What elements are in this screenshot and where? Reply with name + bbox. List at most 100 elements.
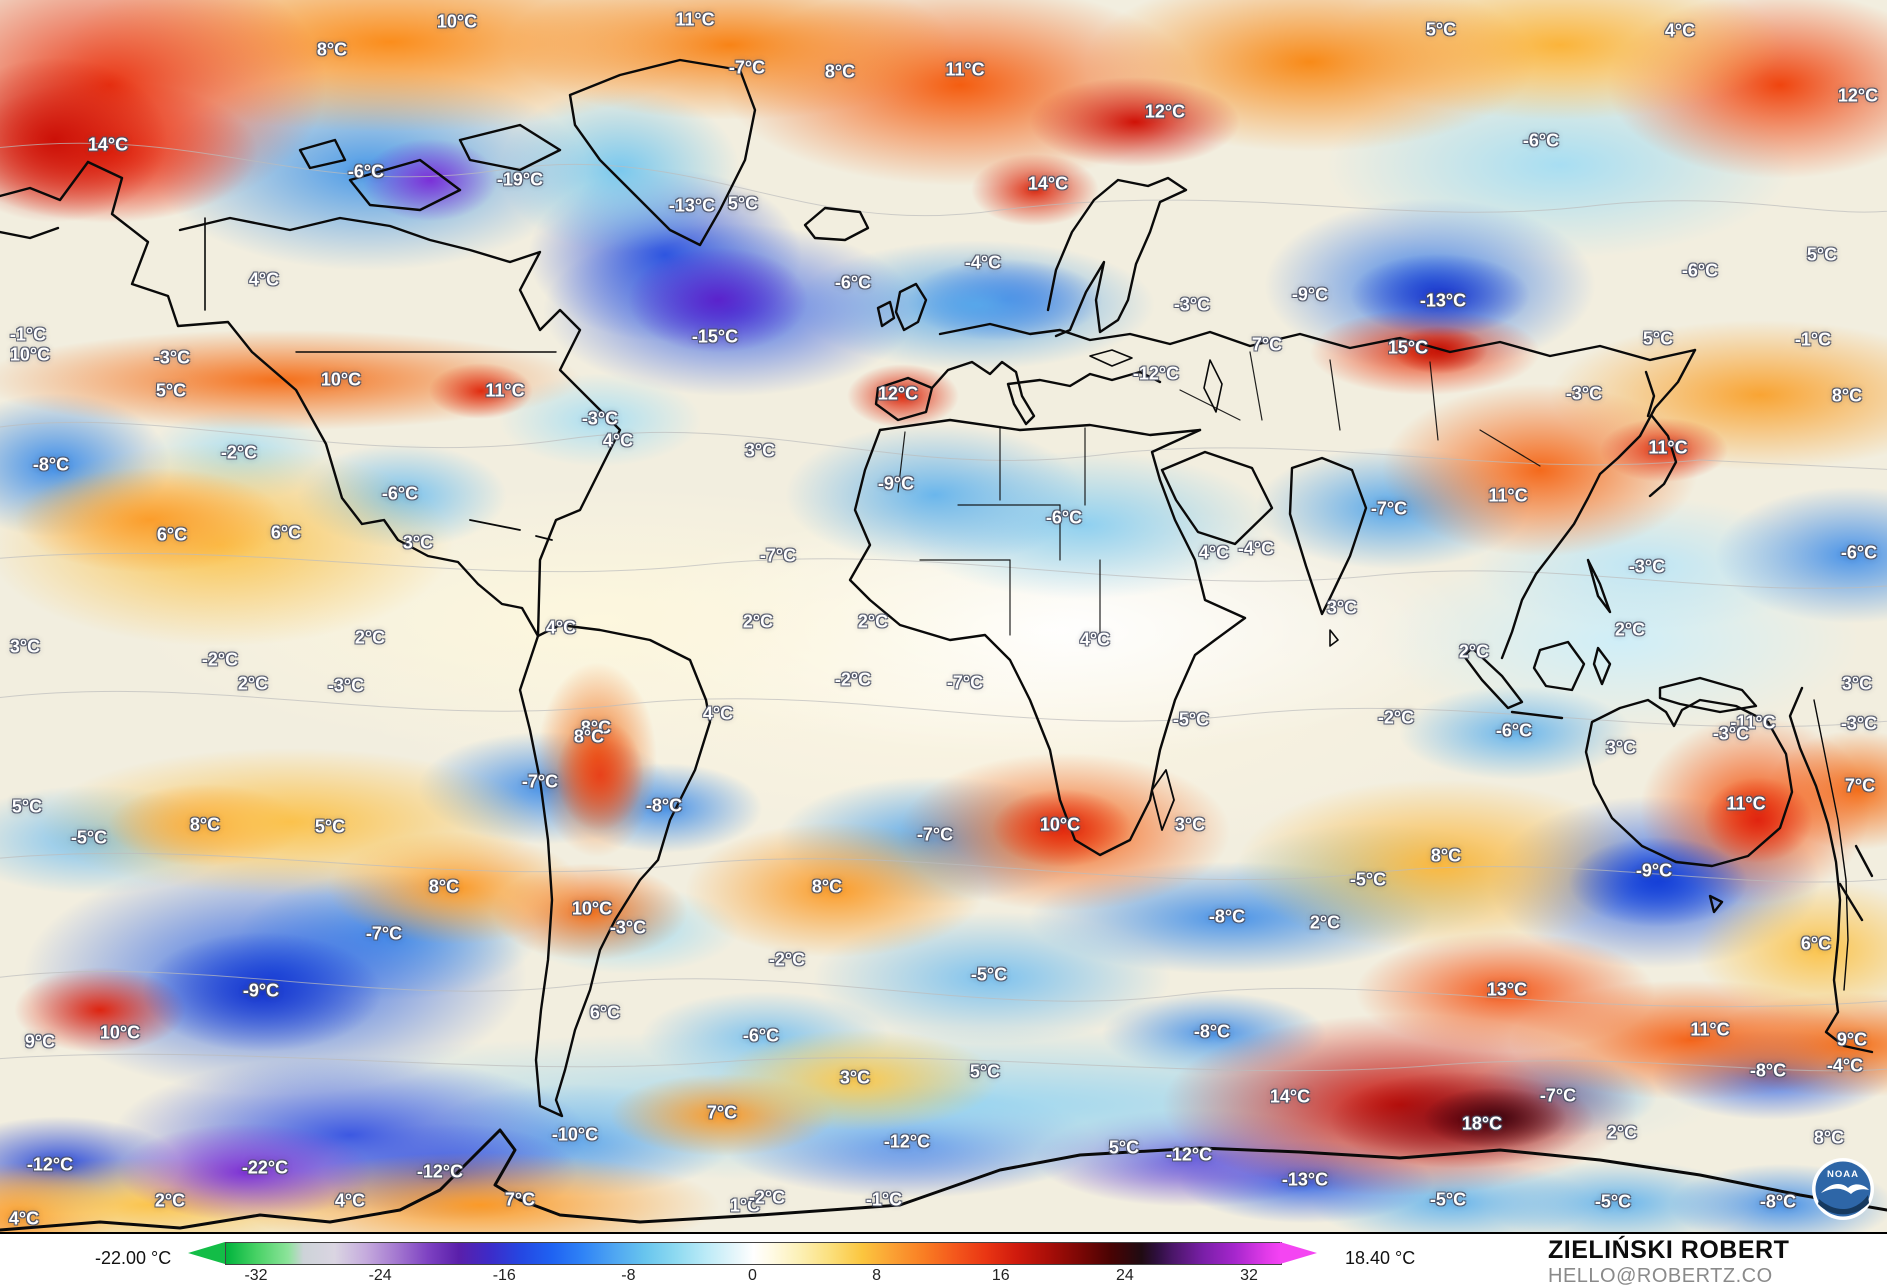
temperature-label: -13°C [1281,1169,1329,1190]
temperature-label: 8°C [428,876,460,897]
temperature-label: 2°C [1458,641,1490,662]
temperature-label: 4°C [702,703,734,724]
temperature-label: -6°C [742,1025,780,1046]
temperature-label: 10°C [1039,814,1081,835]
temperature-label: 2°C [237,673,269,694]
temperature-label: 8°C [1430,845,1462,866]
temperature-label: -15°C [691,326,739,347]
temperature-label: -7°C [916,824,954,845]
temperature-label: 3°C [744,440,776,461]
temperature-label: 10°C [99,1022,141,1043]
coastlines-overlay [0,58,1887,1232]
temperature-label: -22°C [241,1157,289,1178]
temperature-label: 2°C [354,627,386,648]
temperature-label: -2°C [1377,707,1415,728]
temperature-label: 5°C [969,1061,1001,1082]
temperature-label: -7°C [1539,1085,1577,1106]
temperature-label: -6°C [1045,507,1083,528]
temperature-label: -6°C [347,161,385,182]
temperature-label: 6°C [156,524,188,545]
temperature-label: -2°C [220,442,258,463]
author-name: ZIELIŃSKI ROBERT [1548,1236,1790,1264]
temperature-label: 6°C [270,522,302,543]
temperature-label: 4°C [602,430,634,451]
temperature-label: 15°C [1387,337,1429,358]
temperature-label: 3°C [1326,597,1358,618]
temperature-label: 11°C [1726,793,1766,814]
temperature-label: -3°C [1712,723,1750,744]
temperature-label: 5°C [1806,244,1838,265]
temperature-label: -6°C [1495,720,1533,741]
temperature-label: -1°C [1794,329,1832,350]
temperature-label: 12°C [1837,85,1879,106]
temperature-label: -13°C [1419,290,1467,311]
temperature-label: 14°C [1027,173,1069,194]
temperature-label: 2°C [1309,912,1341,933]
temperature-label: -3°C [581,408,619,429]
temperature-label: 18°C [1461,1113,1503,1134]
temperature-label: -6°C [1522,130,1560,151]
temperature-label: -2°C [768,949,806,970]
temperature-label: -12°C [883,1131,931,1152]
temperature-label: 6°C [589,1002,621,1023]
temperature-label: -2°C [201,649,239,670]
temperature-label: -3°C [1173,294,1211,315]
temperature-label: 5°C [155,380,187,401]
temperature-label: -7°C [759,545,797,566]
scale-tick-label: -32 [244,1267,268,1284]
temperature-label: -5°C [1429,1189,1467,1210]
temperature-label: -9°C [877,473,915,494]
temperature-label: 5°C [727,193,759,214]
temperature-label: -13°C [668,195,716,216]
temperature-label: 8°C [1831,385,1863,406]
temperature-label: -9°C [1635,860,1673,881]
legend-bar: -22.00 °C -32 -24 -16 -8 0 8 16 24 32 18.40 °C Z… [0,1234,1887,1287]
temperature-label: -8°C [1759,1191,1797,1212]
noaa-logo: NOAA [1812,1158,1874,1220]
temperature-label: -9°C [242,980,280,1001]
temperature-label: -8°C [32,454,70,475]
temperature-label: 7°C [1844,775,1876,796]
color-scale-gradient [225,1242,1282,1265]
temperature-label: -5°C [970,964,1008,985]
temperature-label: 4°C [545,617,577,638]
temperature-label: 3°C [9,636,41,657]
temperature-label: 5°C [314,816,346,837]
temperature-label: -19°C [496,169,544,190]
temperature-label: -1°C [865,1189,903,1210]
scale-tick-label: 0 [748,1267,757,1284]
temperature-label: -8°C [645,795,683,816]
scale-min-label: -22.00 °C [95,1248,172,1268]
temperature-label: -7°C [946,672,984,693]
temperature-label: 2°C [857,611,889,632]
temperature-label: 4°C [248,269,280,290]
temperature-label: 11°C [675,9,715,30]
temperature-label: -7°C [521,771,559,792]
temperature-label: 5°C [1642,328,1674,349]
temperature-label: 3°C [839,1067,871,1088]
scale-tick-label: 16 [991,1267,1010,1284]
temperature-label: 11°C [1648,437,1688,458]
temperature-label: -8°C [1193,1021,1231,1042]
temperature-label: -5°C [70,827,108,848]
temperature-label: -2°C [748,1187,786,1208]
temperature-label: -12°C [1165,1144,1213,1165]
color-scale: -32 -24 -16 -8 0 8 16 24 32 [188,1242,1317,1284]
temperature-label: 1°C [729,1195,761,1216]
temperature-label: -1°C [9,324,47,345]
temperature-label: -11°C [1730,712,1776,733]
temperature-label: 11°C [485,380,525,401]
temperature-label: 14°C [1269,1086,1311,1107]
temperature-label: 8°C [1813,1127,1845,1148]
temperature-label: -2°C [834,669,872,690]
temperature-label: 8°C [573,726,605,747]
temperature-label: 2°C [742,611,774,632]
temperature-label: -4°C [1237,538,1275,559]
temperature-label: -3°C [1840,713,1878,734]
temperature-label: 4°C [1664,20,1696,41]
temperature-label: 12°C [877,383,919,404]
temperature-label: 11°C [1690,1019,1730,1040]
credits: ZIELIŃSKI ROBERT HELLO@ROBERTZ.CO [1548,1236,1789,1288]
temperature-label: -4°C [1826,1055,1864,1076]
temperature-label: -7°C [1370,498,1408,519]
